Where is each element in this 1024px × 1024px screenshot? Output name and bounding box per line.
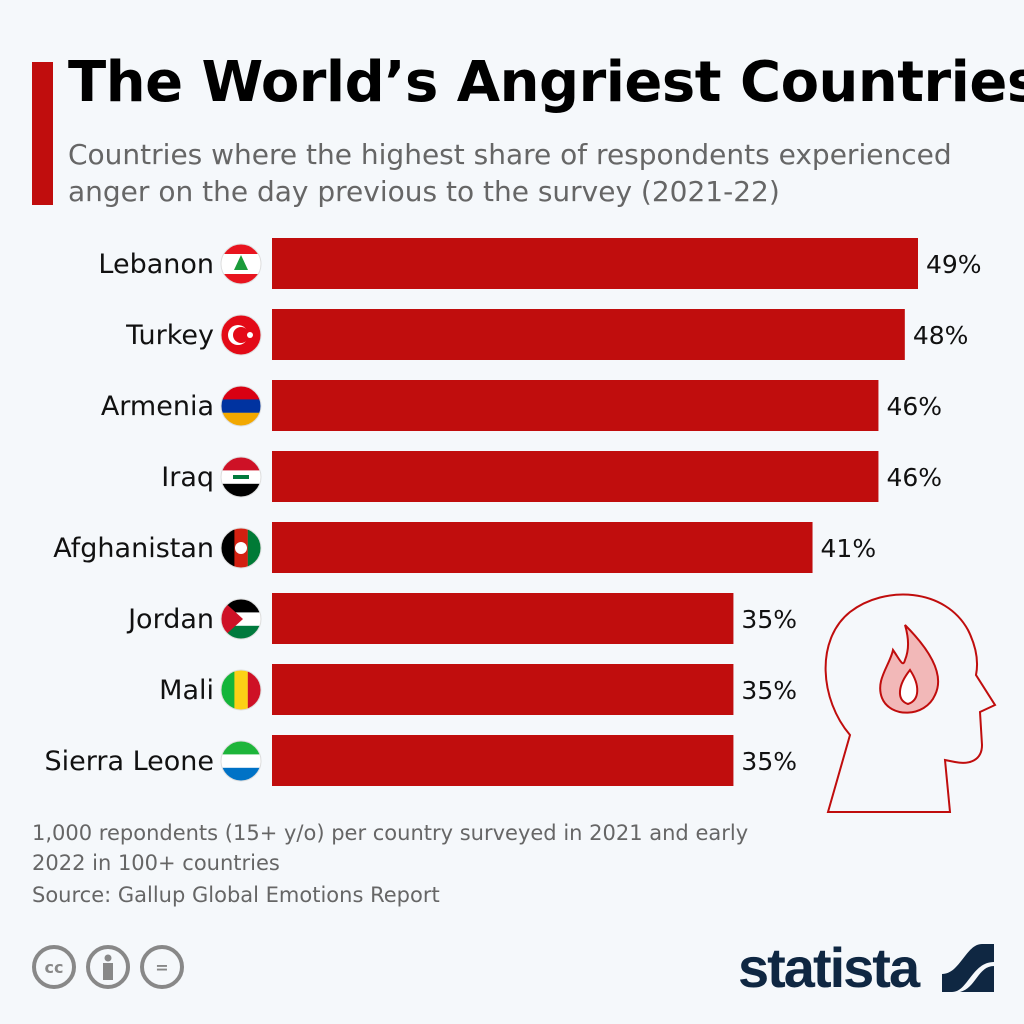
bar-jordan	[272, 593, 734, 644]
cc-icon[interactable]: cc	[32, 945, 76, 989]
category-label: Turkey	[125, 320, 214, 351]
flag-border	[220, 243, 262, 285]
category-label: Mali	[159, 675, 214, 706]
bar-afghanistan	[272, 522, 813, 573]
jordan-flag-icon	[221, 599, 261, 639]
flag-border	[220, 740, 262, 782]
source: Source: Gallup Global Emotions Report	[32, 883, 440, 907]
iraq-flag-icon	[221, 457, 261, 497]
category-label: Sierra Leone	[44, 746, 214, 777]
statista-logo[interactable]: statista	[738, 936, 920, 999]
value-label: 49%	[926, 250, 982, 279]
value-label: 35%	[741, 605, 797, 634]
turkey-flag-icon	[221, 315, 261, 355]
value-label: 46%	[886, 392, 942, 421]
mali-flag-icon	[221, 670, 261, 710]
category-label: Afghanistan	[53, 533, 214, 564]
flag-border	[220, 527, 262, 569]
category-label: Jordan	[126, 604, 214, 635]
sierra-leone-flag-icon	[221, 741, 261, 781]
flag-border	[220, 314, 262, 356]
title-accent-bar	[32, 62, 53, 205]
footnote: 1,000 repondents (15+ y/o) per country s…	[32, 821, 749, 875]
bar-chart: 49% Lebanon 48% Turkey 46% Armenia 46% Iraq 41% A…	[44, 238, 997, 813]
category-label: Armenia	[101, 391, 214, 422]
by-icon[interactable]	[86, 945, 130, 989]
value-label: 46%	[886, 463, 942, 492]
bar-lebanon	[272, 238, 918, 289]
flag-border	[220, 598, 262, 640]
armenia-flag-icon	[221, 386, 261, 426]
flag-border	[220, 669, 262, 711]
lebanon-flag-icon	[221, 244, 261, 284]
value-label: 41%	[821, 534, 877, 563]
flag-border	[220, 456, 262, 498]
bar-mali	[272, 664, 734, 715]
bar-sierra-leone	[272, 735, 734, 786]
chart-subtitle: Countries where the highest share of res…	[68, 138, 952, 208]
afghanistan-flag-icon	[221, 528, 261, 568]
bar-turkey	[272, 309, 905, 360]
category-label: Lebanon	[98, 249, 214, 280]
value-label: 48%	[913, 321, 969, 350]
angry-head-icon	[824, 593, 997, 813]
value-label: 35%	[741, 676, 797, 705]
chart-title: The World’s Angriest Countries	[68, 50, 1024, 115]
flag-border	[220, 385, 262, 427]
bar-iraq	[272, 451, 879, 502]
nd-icon[interactable]: =	[140, 945, 184, 989]
category-label: Iraq	[161, 462, 214, 493]
bar-armenia	[272, 380, 879, 431]
statista-logo-mark	[942, 944, 994, 992]
value-label: 35%	[741, 747, 797, 776]
